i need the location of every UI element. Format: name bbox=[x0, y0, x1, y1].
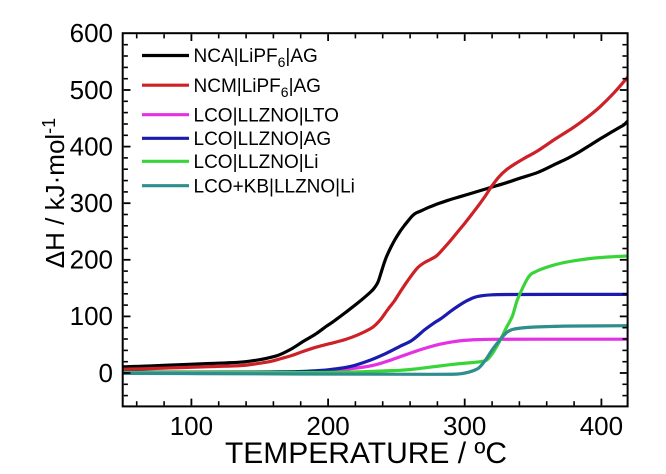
svg-text:300: 300 bbox=[70, 188, 113, 218]
svg-text:300: 300 bbox=[443, 411, 486, 441]
svg-text:NCA|LiPF6|AG: NCA|LiPF6|AG bbox=[194, 46, 318, 70]
svg-text:LCO|LLZNO|AG: LCO|LLZNO|AG bbox=[194, 129, 332, 150]
svg-text:400: 400 bbox=[70, 131, 113, 161]
svg-text:0: 0 bbox=[99, 358, 113, 388]
svg-text:ΔH / kJ·mol-1: ΔH / kJ·mol-1 bbox=[39, 118, 70, 268]
svg-text:LCO|LLZNO|Li: LCO|LLZNO|Li bbox=[194, 152, 319, 173]
svg-text:100: 100 bbox=[170, 411, 213, 441]
svg-text:LCO|LLZNO|LTO: LCO|LLZNO|LTO bbox=[194, 105, 339, 126]
svg-text:200: 200 bbox=[70, 245, 113, 275]
svg-text:600: 600 bbox=[70, 18, 113, 48]
svg-text:100: 100 bbox=[70, 301, 113, 331]
svg-text:NCM|LiPF6|AG: NCM|LiPF6|AG bbox=[194, 76, 321, 100]
svg-text:400: 400 bbox=[580, 411, 623, 441]
svg-text:LCO+KB|LLZNO|Li: LCO+KB|LLZNO|Li bbox=[194, 176, 355, 197]
svg-text:500: 500 bbox=[70, 75, 113, 105]
svg-text:TEMPERATURE / ºC: TEMPERATURE / ºC bbox=[225, 437, 507, 470]
svg-text:200: 200 bbox=[306, 411, 349, 441]
